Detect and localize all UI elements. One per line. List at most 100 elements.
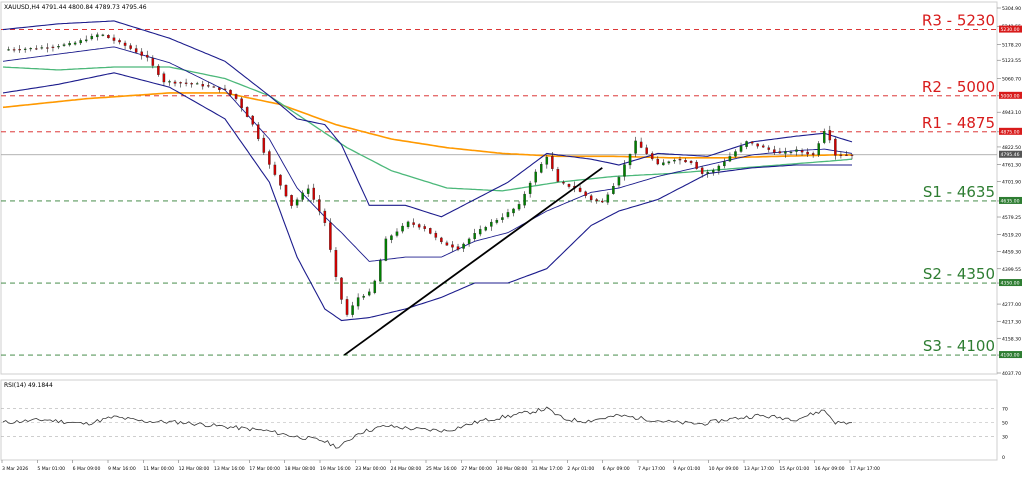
time-tick-label: 3 Mar 2026 <box>2 466 28 472</box>
level-price-tag-text: 4875.00 <box>1001 129 1020 135</box>
candle-bearish <box>589 195 593 201</box>
candle-bearish <box>578 187 582 192</box>
candle-bullish <box>517 204 521 210</box>
candle-bullish <box>628 153 632 166</box>
candle-bullish <box>79 40 82 44</box>
candle-bullish <box>195 83 199 85</box>
candle-bullish <box>817 143 820 156</box>
rsi-line <box>2 406 853 449</box>
candle-bullish <box>717 165 721 171</box>
candle-bullish <box>490 221 493 227</box>
candle-bearish <box>451 244 454 248</box>
level-price-tag-text: 5000.00 <box>1001 93 1020 99</box>
candle-bullish <box>467 238 471 244</box>
candle-bullish <box>534 171 537 183</box>
candle-bearish <box>650 153 654 160</box>
candle-bullish <box>301 192 304 200</box>
time-tick-label: 6 Apr 09:00 <box>603 466 630 472</box>
price-tick-label: 4037.70 <box>1002 371 1021 377</box>
candle-bullish <box>540 163 543 173</box>
candle-bullish <box>734 151 737 157</box>
candle-bullish <box>789 151 793 154</box>
candle-bullish <box>379 260 382 282</box>
candle-bearish <box>240 98 243 109</box>
candle-bullish <box>495 219 499 223</box>
moving-average-orange <box>2 92 852 159</box>
candle-bearish <box>689 160 693 163</box>
candle-bullish <box>96 34 99 38</box>
candle-bullish <box>7 49 10 51</box>
price-axis: 5304.905241.555178.205123.555060.705000.… <box>997 6 1021 377</box>
candle-bearish <box>51 46 55 48</box>
candle-bearish <box>700 167 704 174</box>
candle-bearish <box>162 73 166 83</box>
candle-bearish <box>318 199 321 212</box>
candle-bullish <box>362 295 365 298</box>
candle-bearish <box>229 89 232 95</box>
candle-bearish <box>429 228 432 234</box>
price-tick-label: 4519.20 <box>1002 232 1021 238</box>
price-tick-label: 5178.20 <box>1002 42 1021 48</box>
trendline-layer <box>343 167 603 356</box>
candle-bearish <box>773 149 776 153</box>
candle-bearish <box>334 250 338 277</box>
level-label-s1: S1 - 4635 <box>923 183 995 201</box>
candle-bearish <box>268 151 271 165</box>
candle-bullish <box>728 156 732 162</box>
candle-bullish <box>351 305 354 315</box>
candle-bearish <box>284 184 288 197</box>
level-label-r3: R3 - 5230 <box>922 12 995 30</box>
price-tick-label: 4761.30 <box>1002 163 1021 169</box>
candle-bearish <box>456 246 460 250</box>
price-tick-label: 4399.55 <box>1002 267 1021 273</box>
time-tick-label: 23 Mar 00:00 <box>355 466 386 472</box>
candle-bearish <box>234 94 238 99</box>
candle-bullish <box>473 233 476 240</box>
price-tick-label: 5060.70 <box>1002 76 1021 82</box>
candle-bearish <box>445 242 449 246</box>
level-price-tag-s2 <box>999 279 1022 287</box>
bollinger-middle-band <box>2 46 853 262</box>
time-axis: 3 Mar 2026 5 Mar 01:00 6 Mar 09:00 9 Mar 16… <box>1 460 880 472</box>
candle-bearish <box>806 151 809 155</box>
candle-bullish <box>73 42 77 45</box>
price-tick-label: 4701.90 <box>1002 180 1021 186</box>
price-tick-label: 4158.30 <box>1002 336 1021 342</box>
candle-bearish <box>800 150 804 153</box>
candle-bearish <box>645 147 648 154</box>
candle-bearish <box>678 159 682 161</box>
candle-bullish <box>667 161 671 164</box>
rsi-tick-label: 30 <box>1002 434 1008 440</box>
level-price-tag-text: 4350.00 <box>1001 281 1020 287</box>
candle-bearish <box>329 222 332 250</box>
candle-bullish <box>606 194 610 203</box>
candle-bullish <box>84 39 88 42</box>
candle-bearish <box>556 169 560 182</box>
rsi-title: RSI(14) 49.1844 <box>4 382 53 389</box>
candle-bearish <box>434 232 438 238</box>
candle-bullish <box>401 225 404 232</box>
bollinger-upper-band <box>2 20 853 218</box>
time-tick-label: 11 Mar 00:00 <box>143 466 174 472</box>
rsi-tick-label: 70 <box>1002 407 1008 413</box>
candle-bearish <box>850 154 854 156</box>
candle-bullish <box>545 156 549 165</box>
candle-bearish <box>123 42 127 46</box>
candle-bearish <box>423 226 426 229</box>
candle-bearish <box>345 299 349 315</box>
candle-bullish <box>512 208 515 214</box>
candle-bearish <box>18 49 21 51</box>
candle-bullish <box>306 188 310 194</box>
level-price-tag-r2 <box>999 91 1022 99</box>
candle-bullish <box>623 164 626 177</box>
candle-bullish <box>373 280 377 293</box>
candle-bullish <box>23 48 27 50</box>
candle-bullish <box>57 46 60 48</box>
time-tick-label: 19 Mar 16:00 <box>320 466 351 472</box>
price-tick-label: 4943.10 <box>1002 110 1021 116</box>
candle-bullish <box>612 185 615 194</box>
candle-bullish <box>501 217 504 220</box>
candle-bearish <box>767 147 771 150</box>
candle-bullish <box>395 231 399 236</box>
